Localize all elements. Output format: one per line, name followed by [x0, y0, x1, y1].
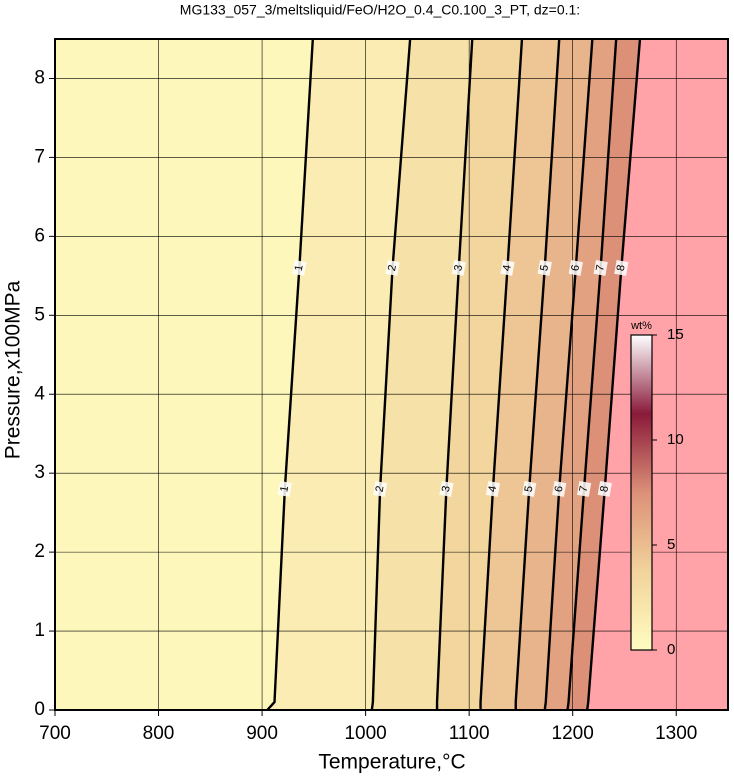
contour-label: 4 — [501, 264, 514, 272]
contour-label: 5 — [538, 264, 551, 272]
x-axis-label: Temperature,°C — [318, 751, 465, 774]
contour-label-bg — [372, 481, 388, 497]
contour-fill — [544, 39, 617, 710]
x-tick-label: 1100 — [449, 723, 490, 744]
contour-label-bg — [277, 481, 292, 497]
y-tick-label: 2 — [34, 541, 45, 562]
contour-label: 1 — [278, 485, 291, 493]
contour-label: 1 — [293, 264, 306, 272]
contour-fill — [480, 39, 560, 710]
y-tick-label: 6 — [34, 225, 45, 246]
contour-label-group: 7 — [593, 259, 608, 276]
contour-label-bg — [439, 481, 454, 497]
contour-label-bg — [500, 259, 515, 276]
contour-label-group: 8 — [614, 259, 629, 276]
contour-label-group: 1 — [292, 259, 307, 276]
contour-label-bg — [451, 259, 466, 276]
contour-label-bg — [593, 259, 608, 276]
contour-label-group: 3 — [439, 481, 454, 497]
y-tick-label: 0 — [34, 699, 45, 720]
contour-label: 3 — [440, 485, 453, 493]
colorbar-tick-label: 5 — [667, 536, 675, 553]
contour-label-bg — [292, 259, 307, 276]
contour-label: 4 — [486, 485, 499, 493]
colorbar-tick-label: 10 — [667, 431, 684, 448]
x-tick-label: 900 — [246, 723, 278, 744]
contour-label-bg — [552, 481, 567, 497]
y-tick-label: 8 — [34, 67, 45, 88]
y-axis-label: Pressure,x100MPa — [2, 280, 25, 459]
contour-label: 7 — [578, 485, 591, 493]
y-tick-label: 1 — [34, 620, 45, 641]
contour-label: 3 — [452, 264, 465, 272]
y-tick-label: 7 — [34, 146, 45, 167]
contour-label: 5 — [523, 485, 536, 493]
contour-label-group: 7 — [576, 481, 592, 497]
contour-fill — [371, 39, 473, 710]
contour-label-bg — [568, 259, 583, 276]
colorbar-tick-label: 0 — [667, 641, 675, 658]
colorbar-label: wt% — [630, 320, 652, 332]
contour-label: 2 — [386, 264, 399, 272]
contour-label-group: 5 — [537, 259, 552, 276]
contour-label-group: 5 — [522, 481, 537, 497]
x-tick-label: 700 — [39, 723, 71, 744]
contour-label-group: 6 — [568, 259, 583, 276]
chart-title: MG133_057_3/meltsliquid/FeO/H2O_0.4_C0.1… — [180, 2, 580, 18]
contour-label-bg — [576, 481, 592, 497]
x-tick-label: 1200 — [552, 723, 594, 744]
contour-label: 6 — [553, 485, 566, 493]
y-tick-label: 3 — [34, 462, 45, 483]
contour-label-bg — [485, 481, 501, 497]
colorbar — [630, 334, 653, 651]
contour-fill — [515, 39, 593, 710]
contour-label-bg — [614, 259, 629, 276]
contour-fill — [567, 39, 640, 710]
plot-frame — [54, 38, 729, 711]
contour-label-group: 4 — [500, 259, 515, 276]
contour-fill — [55, 39, 313, 710]
y-tick-label: 4 — [34, 383, 45, 404]
x-tick-label: 800 — [143, 723, 175, 744]
contour-label-group: 1 — [277, 481, 292, 497]
contour-label-bg — [385, 259, 400, 276]
contour-label-group: 4 — [485, 481, 501, 497]
contour-label: 2 — [374, 485, 387, 493]
contour-label-group: 8 — [597, 481, 612, 497]
overlay-layer: 700 800 900 1000 1100 1200 1300012345678112233… — [34, 38, 729, 744]
contour-label: 8 — [615, 264, 628, 272]
x-tick-label: 1300 — [655, 723, 697, 744]
contour-label-bg — [597, 481, 612, 497]
contour-label: 8 — [598, 485, 611, 493]
contour-label-group: 2 — [385, 259, 400, 276]
contour-fill — [437, 39, 522, 710]
contour-label: 7 — [594, 264, 607, 272]
contour-label-group: 6 — [552, 481, 567, 497]
contour-label: 6 — [569, 264, 582, 272]
x-tick-label: 1000 — [344, 723, 386, 744]
colorbar-tick-label: 15 — [667, 326, 684, 343]
contour-label-bg — [522, 481, 537, 497]
above-fill — [587, 39, 728, 710]
contour-label-group: 3 — [451, 259, 466, 276]
contour-label-group: 2 — [372, 481, 388, 497]
contour-label-bg — [537, 259, 552, 276]
y-tick-label: 5 — [34, 304, 45, 325]
